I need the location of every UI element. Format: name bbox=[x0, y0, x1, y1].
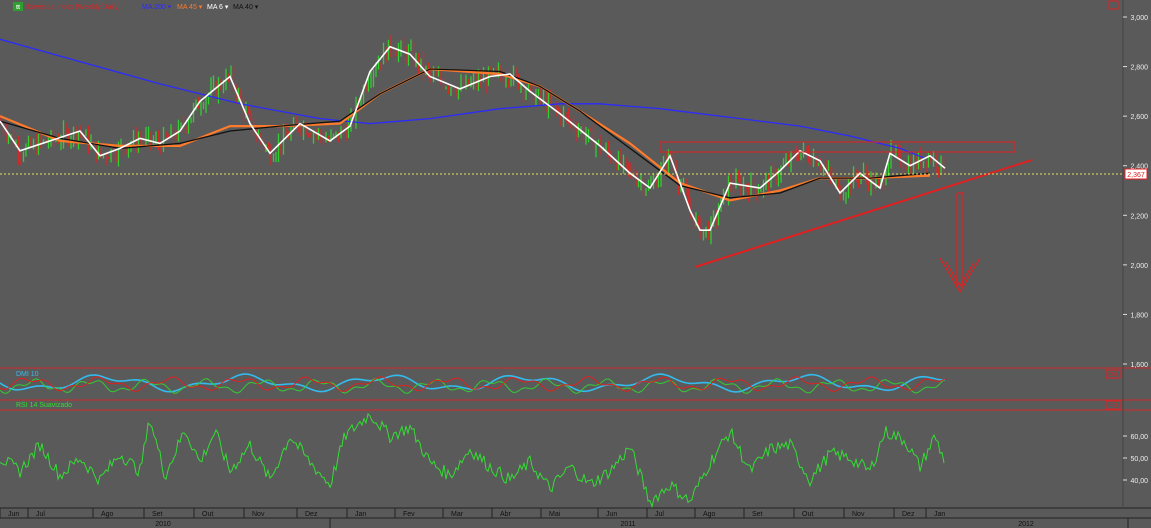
dmi-label[interactable]: DMI 10 bbox=[16, 371, 39, 378]
app-logo[interactable] bbox=[13, 2, 23, 11]
month-label: Abr bbox=[500, 511, 512, 518]
rsi-tick-label: 60,00 bbox=[1130, 434, 1148, 441]
month-label: Set bbox=[152, 511, 163, 518]
month-label: Ago bbox=[101, 511, 114, 518]
dmi-badge bbox=[1105, 369, 1121, 379]
month-label: Set bbox=[752, 511, 763, 518]
dmi-series-line bbox=[0, 377, 946, 395]
month-label: Jun bbox=[606, 511, 617, 518]
month-label: Nov bbox=[252, 511, 265, 518]
month-label: Mar bbox=[451, 511, 464, 518]
month-label: Out bbox=[202, 511, 213, 518]
month-label: Dez bbox=[305, 511, 318, 518]
series-line-ma-45 bbox=[0, 67, 931, 202]
month-label: Jan bbox=[934, 511, 945, 518]
series-line-ma-6 bbox=[0, 45, 946, 231]
app-logo-text: tt bbox=[16, 5, 20, 11]
dmi-badge-label: DMI bbox=[1108, 372, 1117, 378]
symbol-label[interactable]: Ibovespa Index (Weekly/Daily) bbox=[26, 4, 120, 11]
current-price-tag: 2,367 bbox=[1124, 168, 1148, 180]
indicator-legend-item[interactable]: MA 45 ▾ bbox=[177, 4, 203, 11]
month-label: Jul bbox=[36, 511, 45, 518]
dmi-lines bbox=[0, 373, 946, 395]
indicator-legend: MA 200 ▾ MA 45 ▾ MA 6 ▾ MA 40 ▾ bbox=[142, 4, 259, 11]
time-axis: Jun Jul Ago Set Out Nov Dez Jan Fev Mar Abr Mai Jun J… bbox=[0, 508, 1151, 528]
price-tick-label: 2,400 bbox=[1130, 164, 1148, 171]
indicator-legend-item[interactable]: MA 200 ▾ bbox=[142, 4, 172, 11]
support-trendline[interactable] bbox=[694, 159, 1033, 268]
price-tick-label: 2,000 bbox=[1130, 263, 1148, 270]
month-label: Fev bbox=[403, 511, 415, 518]
price-tick-label: 2,600 bbox=[1130, 114, 1148, 121]
rsi-tick-label: 40,00 bbox=[1130, 478, 1148, 485]
price-tick-label: 3,000 bbox=[1130, 15, 1148, 22]
month-label: Jul bbox=[655, 511, 664, 518]
rsi-tick-label: 50,00 bbox=[1130, 456, 1148, 463]
price-panel[interactable] bbox=[0, 0, 1123, 368]
rsi-series-line bbox=[0, 412, 945, 509]
price-tick-label: 2,200 bbox=[1130, 213, 1148, 220]
month-label: Dez bbox=[902, 511, 915, 518]
price-axis-ticks: 3,000 2,800 2,600 2,400 2,200 2,000 1,800 1,600 bbox=[1123, 15, 1148, 369]
year-label: 2012 bbox=[1018, 521, 1034, 528]
dmi-panel[interactable] bbox=[0, 368, 1123, 400]
month-label: Jan bbox=[355, 511, 366, 518]
rsi-label[interactable]: RSI 14 Suavizado bbox=[16, 402, 72, 409]
month-label: Ago bbox=[703, 511, 716, 518]
moving-average-lines bbox=[0, 38, 946, 231]
month-label: Nov bbox=[852, 511, 865, 518]
dmi-series-line bbox=[0, 375, 946, 393]
current-price-label: 2,367 bbox=[1127, 172, 1145, 179]
year-label: 2011 bbox=[620, 521, 635, 528]
resistance-box[interactable] bbox=[659, 141, 1016, 153]
chart-header: tt Ibovespa Index (Weekly/Daily) MA 200 … bbox=[13, 2, 259, 11]
rsi-panel[interactable] bbox=[0, 400, 1123, 508]
month-label: Mai bbox=[549, 511, 561, 518]
rsi-badge bbox=[1105, 400, 1121, 410]
year-label: 2010 bbox=[155, 521, 171, 528]
target-arrow[interactable] bbox=[939, 192, 981, 294]
series-line-ma-200 bbox=[0, 38, 926, 159]
price-tick-label: 2,800 bbox=[1130, 65, 1148, 72]
series-line-ma-40 bbox=[0, 68, 931, 199]
price-tick-label: 1,600 bbox=[1130, 362, 1148, 369]
indicator-legend-item[interactable]: MA 6 ▾ bbox=[207, 4, 229, 11]
month-label: Out bbox=[802, 511, 813, 518]
close-icon[interactable] bbox=[1108, 0, 1119, 10]
price-axis-panel bbox=[1123, 0, 1151, 528]
rsi-gridlines: 60,00 50,00 40,00 bbox=[1123, 434, 1148, 485]
month-label: Jun bbox=[8, 511, 19, 518]
rsi-badge-label: RSI bbox=[1109, 403, 1117, 409]
price-tick-label: 1,800 bbox=[1130, 312, 1148, 319]
rsi-line bbox=[0, 412, 945, 509]
indicator-legend-item[interactable]: MA 40 ▾ bbox=[233, 4, 259, 11]
